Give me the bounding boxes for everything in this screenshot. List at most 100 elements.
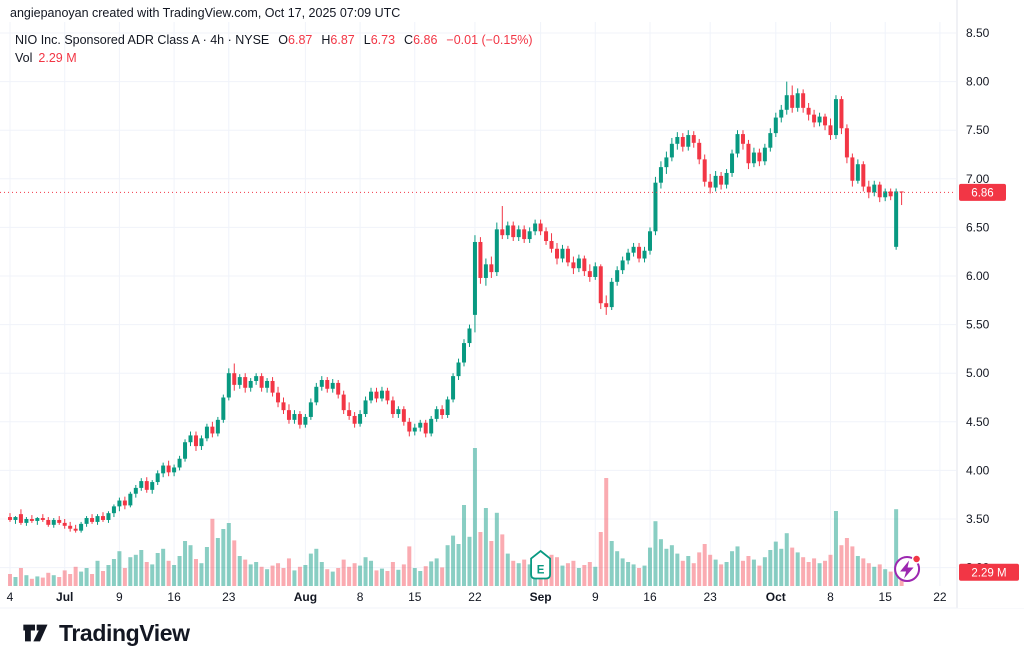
tradingview-logo-icon [23, 624, 48, 642]
candle-body [653, 182, 658, 232]
volume-bar [494, 512, 499, 586]
candle-body [888, 191, 893, 197]
candle-body [582, 258, 587, 272]
candle-body [144, 481, 149, 490]
candle-body [883, 191, 888, 198]
volume-bar [839, 545, 844, 586]
volume-bar [68, 574, 73, 586]
tradingview-logo[interactable]: TradingView [20, 618, 190, 648]
candle-body [161, 465, 166, 474]
volume-bar [500, 534, 505, 586]
candle-body [631, 246, 636, 253]
candle-body [79, 523, 84, 531]
candle-body [429, 418, 434, 434]
candle-body [593, 266, 598, 277]
candle-body [740, 134, 745, 144]
high-value: H6.87 [321, 33, 355, 47]
candle-body [308, 402, 313, 417]
volume-bar [183, 541, 188, 586]
close-value: C6.86 [404, 33, 438, 47]
candle-body [13, 517, 18, 520]
price-axis-panel[interactable] [958, 0, 1024, 608]
volume-bar [456, 544, 461, 586]
time-axis-label: Aug [294, 590, 317, 604]
candle-body [839, 99, 844, 129]
volume-bar [161, 548, 166, 586]
volume-bar [40, 577, 45, 586]
candle-body [735, 134, 740, 154]
candle-body [658, 167, 663, 183]
candle-body [286, 410, 291, 420]
volume-bar [122, 568, 127, 586]
candle-body [133, 487, 138, 494]
volume-bar [555, 557, 559, 586]
price-axis-label: 6.00 [966, 269, 990, 283]
candle-body [511, 225, 516, 238]
candle-body [587, 271, 592, 277]
candle-body [719, 175, 724, 185]
candle-body [35, 518, 40, 521]
candle-body [768, 133, 773, 148]
candle-body [128, 493, 133, 506]
candle-body [844, 128, 849, 158]
candle-body [855, 164, 860, 181]
volume-badge [959, 563, 1019, 581]
volume-bar [363, 557, 368, 586]
volume-bar [576, 568, 581, 586]
volume-bar [593, 566, 598, 586]
candle-body [604, 303, 609, 308]
volume-bar [133, 554, 138, 586]
volume-bar [598, 532, 603, 586]
candle-body [560, 248, 565, 259]
volume-bar [13, 577, 18, 586]
volume-bar [812, 558, 817, 586]
volume-bar [735, 546, 740, 586]
volume-bar [18, 568, 23, 586]
candle-body [51, 519, 56, 525]
volume-bar [658, 539, 663, 586]
candle-body [57, 519, 62, 523]
volume-bar [691, 563, 696, 586]
price-axis-label: 5.00 [966, 366, 990, 380]
candle-body [806, 107, 811, 115]
volume-bar [516, 563, 521, 586]
time-axis-label: 22 [933, 590, 947, 604]
candle-body [226, 373, 231, 398]
price-badge-text: 6.86 [971, 187, 993, 199]
volume-bar [276, 563, 281, 586]
candle-body [24, 519, 29, 523]
candle-body [358, 414, 363, 424]
candle-body [150, 482, 155, 490]
earnings-marker-icon[interactable] [530, 549, 551, 580]
candle-body [675, 137, 680, 144]
candle-body [237, 377, 242, 385]
candle-body [467, 328, 472, 344]
volume-bar [642, 565, 647, 586]
volume-bar [193, 559, 198, 586]
candle-body [872, 184, 877, 193]
time-axis-label: 8 [357, 590, 364, 604]
candle-body [401, 409, 406, 422]
price-axis-label: 3.50 [966, 512, 990, 526]
volume-bar [877, 564, 882, 586]
volume-bar [379, 568, 384, 586]
price-axis-label: 7.50 [966, 123, 990, 137]
candle-body [363, 400, 368, 415]
volume-bar [297, 566, 302, 586]
volume-bar [806, 562, 811, 586]
volume-bar [79, 571, 84, 586]
volume-bar [604, 478, 609, 586]
volume-bar [724, 562, 729, 586]
volume-bar [106, 565, 111, 586]
volume-bar [888, 571, 893, 586]
volume-bar [637, 568, 642, 586]
volume-bar [418, 571, 423, 586]
volume-bar [779, 548, 784, 586]
candle-body [303, 416, 308, 425]
candle-body [555, 248, 559, 259]
candle-body [609, 281, 614, 308]
volume-bar [8, 574, 12, 586]
candle-body [472, 241, 477, 315]
candle-body [100, 516, 105, 520]
